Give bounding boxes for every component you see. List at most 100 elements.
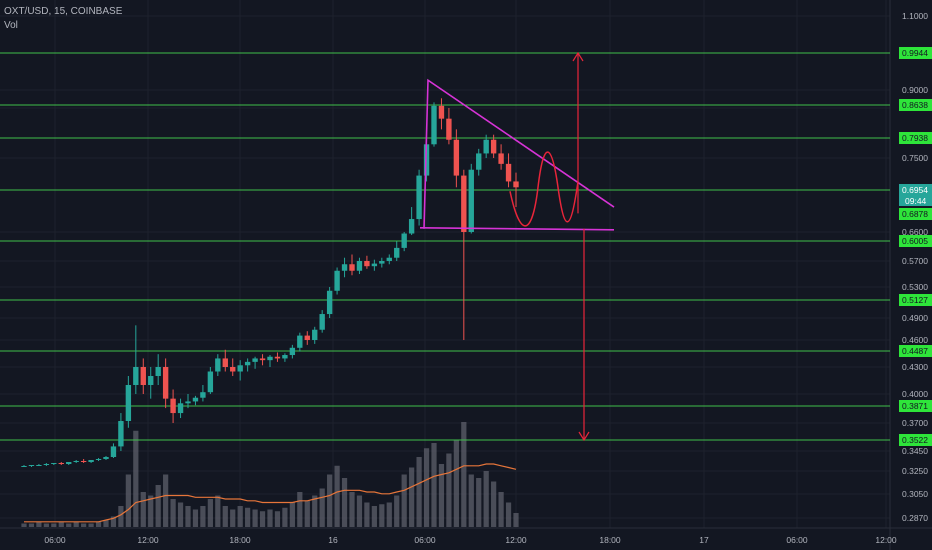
horizontal-levels[interactable] — [0, 52, 890, 441]
volume-bar-59 — [461, 422, 467, 527]
candle-body-31 — [252, 358, 258, 362]
volume-bar-65 — [505, 502, 512, 527]
x-tick-label-7: 17 — [699, 535, 709, 545]
volume-bar-28 — [230, 509, 236, 527]
level-label-bg-7 — [899, 400, 932, 412]
volume-bar-0 — [21, 523, 27, 527]
candle-body-43 — [341, 264, 348, 271]
candle-body-66 — [513, 181, 519, 188]
volume-bar-53 — [416, 457, 422, 527]
volume-bar-9 — [88, 523, 94, 527]
candle-body-2 — [36, 465, 42, 466]
triangle-pattern[interactable] — [419, 78, 615, 231]
volume-bar-56 — [438, 464, 445, 527]
price-projection[interactable] — [509, 51, 590, 442]
volume-bar-8 — [81, 523, 87, 527]
volume-bar-10 — [95, 521, 102, 527]
volume-bar-22 — [185, 506, 191, 527]
level-label-7: 0.3871 — [902, 401, 928, 411]
candle-body-39 — [312, 329, 318, 340]
volume-bar-60 — [468, 474, 474, 527]
candle-body-32 — [259, 358, 266, 361]
x-tick-label-3: 16 — [328, 535, 338, 545]
level-label-bg-1 — [899, 99, 932, 111]
price-line-label-bg-0 — [899, 208, 932, 220]
candle-body-42 — [334, 270, 340, 291]
level-label-bg-0 — [899, 47, 932, 59]
volume-bar-27 — [222, 506, 228, 527]
candle-body-62 — [483, 139, 489, 154]
candle-body-9 — [88, 460, 94, 462]
volume-bar-37 — [297, 492, 303, 527]
candle-body-24 — [200, 392, 206, 398]
level-label-5: 0.5127 — [902, 295, 928, 305]
candle-body-18 — [155, 367, 161, 376]
volume-bar-38 — [304, 500, 310, 527]
level-label-bg-5 — [899, 294, 932, 306]
volume-bar-66 — [513, 513, 519, 527]
candle-body-56 — [438, 105, 445, 119]
candle-body-44 — [349, 264, 355, 271]
level-label-bg-2 — [899, 132, 932, 144]
candle-body-29 — [237, 365, 243, 372]
candle-body-45 — [356, 261, 363, 271]
time-axis[interactable]: 06:00 12:00 18:00 16 06:00 12:00 18:00 17 06:00 1… — [44, 535, 897, 545]
candle-body-35 — [282, 355, 288, 359]
candle-body-33 — [267, 356, 273, 361]
chart-header: OXT/USD, 15, COINBASE Vol — [4, 5, 122, 33]
candle-body-4 — [51, 463, 57, 464]
level-label-bg-6 — [899, 345, 932, 357]
x-tick-label-9: 12:00 — [875, 535, 897, 545]
candle-body-5 — [58, 463, 64, 464]
candle-body-12 — [110, 446, 117, 457]
candle-body-30 — [244, 361, 251, 366]
y-tick-label-14: 0.3050 — [902, 489, 928, 499]
y-tick-label-13: 0.3250 — [902, 466, 928, 476]
volume-bar-26 — [215, 495, 221, 527]
price-axis[interactable]: 1.10000.90000.85000.75000.66000.57000.53… — [902, 11, 928, 523]
volume-bar-47 — [371, 506, 377, 527]
candle-body-20 — [170, 398, 176, 414]
volume-bars — [21, 422, 519, 527]
candle-body-21 — [177, 403, 184, 414]
y-tick-label-4: 0.6600 — [902, 227, 928, 237]
y-tick-label-9: 0.4300 — [902, 362, 928, 372]
volume-bar-18 — [155, 485, 161, 527]
candle-body-17 — [148, 376, 154, 385]
candle-body-11 — [103, 457, 109, 459]
candle-body-22 — [185, 401, 191, 404]
volume-bar-51 — [401, 474, 407, 527]
volume-bar-36 — [289, 502, 295, 527]
candle-body-13 — [118, 421, 124, 447]
candle-body-55 — [431, 105, 437, 145]
volume-bar-50 — [394, 495, 400, 527]
volume-bar-44 — [349, 492, 355, 527]
bar-countdown-label: 09:44 — [905, 196, 927, 206]
candle-body-0 — [21, 466, 27, 467]
volume-bar-6 — [66, 523, 72, 527]
volume-bar-39 — [312, 495, 318, 527]
current-price-label: 0.6954 — [902, 185, 928, 195]
level-label-2: 0.7938 — [902, 133, 928, 143]
y-tick-label-12: 0.3450 — [902, 446, 928, 456]
volume-bar-12 — [110, 516, 117, 527]
volume-bar-62 — [483, 471, 489, 527]
candle-body-63 — [490, 139, 497, 154]
candle-body-65 — [505, 163, 512, 182]
volume-bar-33 — [267, 509, 273, 527]
volume-bar-21 — [177, 502, 184, 527]
volume-bar-30 — [245, 507, 251, 527]
level-price-labels: 0.9944 0.8638 0.7938 0.6954 0.6005 0.5127 0.44… — [899, 47, 932, 446]
candle-body-51 — [401, 233, 407, 248]
candlesticks — [21, 98, 519, 467]
volume-bar-63 — [491, 481, 497, 527]
candle-body-53 — [416, 175, 422, 220]
y-tick-label-15: 0.2870 — [902, 513, 928, 523]
candle-body-28 — [230, 367, 236, 372]
volume-bar-24 — [200, 506, 206, 527]
volume-bar-64 — [498, 492, 504, 527]
x-tick-label-0: 06:00 — [44, 535, 66, 545]
y-tick-label-8: 0.4600 — [902, 335, 928, 345]
volume-bar-34 — [274, 511, 281, 527]
